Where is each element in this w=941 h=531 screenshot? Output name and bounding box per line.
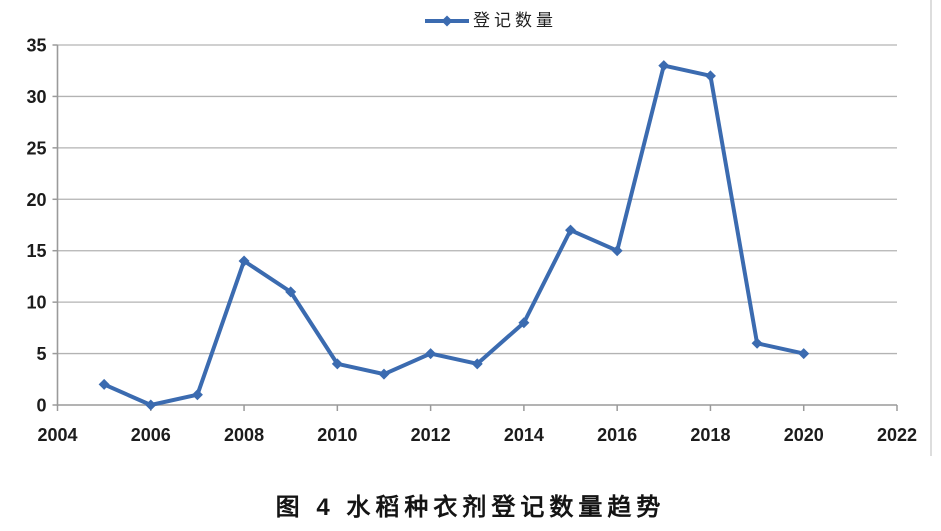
x-tick-label-2008: 2008 bbox=[224, 425, 264, 445]
data-point-2018 bbox=[704, 70, 716, 82]
y-tick-label-35: 35 bbox=[26, 36, 46, 56]
y-tick-label-15: 15 bbox=[26, 241, 46, 261]
x-tick-label-2004: 2004 bbox=[37, 425, 77, 445]
data-point-2012 bbox=[425, 348, 437, 360]
data-point-2015 bbox=[565, 224, 577, 236]
page-edge-divider bbox=[930, 0, 932, 456]
data-point-2016 bbox=[611, 245, 623, 257]
x-tick-label-2018: 2018 bbox=[690, 425, 730, 445]
y-tick-label-25: 25 bbox=[26, 138, 46, 158]
figure-caption: 图 4 水稻种衣剂登记数量趋势 bbox=[275, 494, 666, 521]
y-tick-label-30: 30 bbox=[26, 87, 46, 107]
data-line bbox=[102, 63, 806, 407]
x-tick-label-2022: 2022 bbox=[877, 425, 917, 445]
data-point-2020 bbox=[798, 348, 810, 360]
x-tick-label-2016: 2016 bbox=[597, 425, 637, 445]
data-point-2019 bbox=[751, 337, 763, 349]
x-tick-label-2006: 2006 bbox=[131, 425, 171, 445]
data-point-2014 bbox=[518, 317, 530, 329]
data-point-2013 bbox=[471, 358, 483, 370]
data-point-2005 bbox=[98, 378, 110, 390]
legend-label: 登记数量 bbox=[473, 11, 557, 30]
data-point-2008 bbox=[238, 255, 250, 267]
data-point-2010 bbox=[331, 358, 343, 370]
chart-legend: 登记数量 bbox=[425, 10, 557, 32]
legend-diamond-marker-icon bbox=[441, 15, 453, 27]
x-tick-label-2020: 2020 bbox=[784, 425, 824, 445]
data-point-2011 bbox=[378, 368, 390, 380]
line-chart: 0 5 10 15 20 25 30 35 2004 2006 2008 2010 2012 2014 20… bbox=[26, 36, 917, 446]
x-tick-label-2010: 2010 bbox=[317, 425, 357, 445]
x-tick-label-2014: 2014 bbox=[504, 425, 544, 445]
data-point-2009 bbox=[285, 286, 297, 298]
data-point-2007 bbox=[191, 389, 203, 401]
y-tick-label-0: 0 bbox=[36, 396, 46, 416]
y-tick-label-10: 10 bbox=[26, 293, 46, 313]
x-tick-label-2012: 2012 bbox=[411, 425, 451, 445]
data-point-2017 bbox=[658, 60, 670, 72]
legend-line-marker-icon bbox=[425, 15, 469, 27]
y-tick-label-20: 20 bbox=[26, 190, 46, 210]
data-point-2006 bbox=[145, 399, 157, 411]
y-tick-label-5: 5 bbox=[36, 344, 46, 364]
